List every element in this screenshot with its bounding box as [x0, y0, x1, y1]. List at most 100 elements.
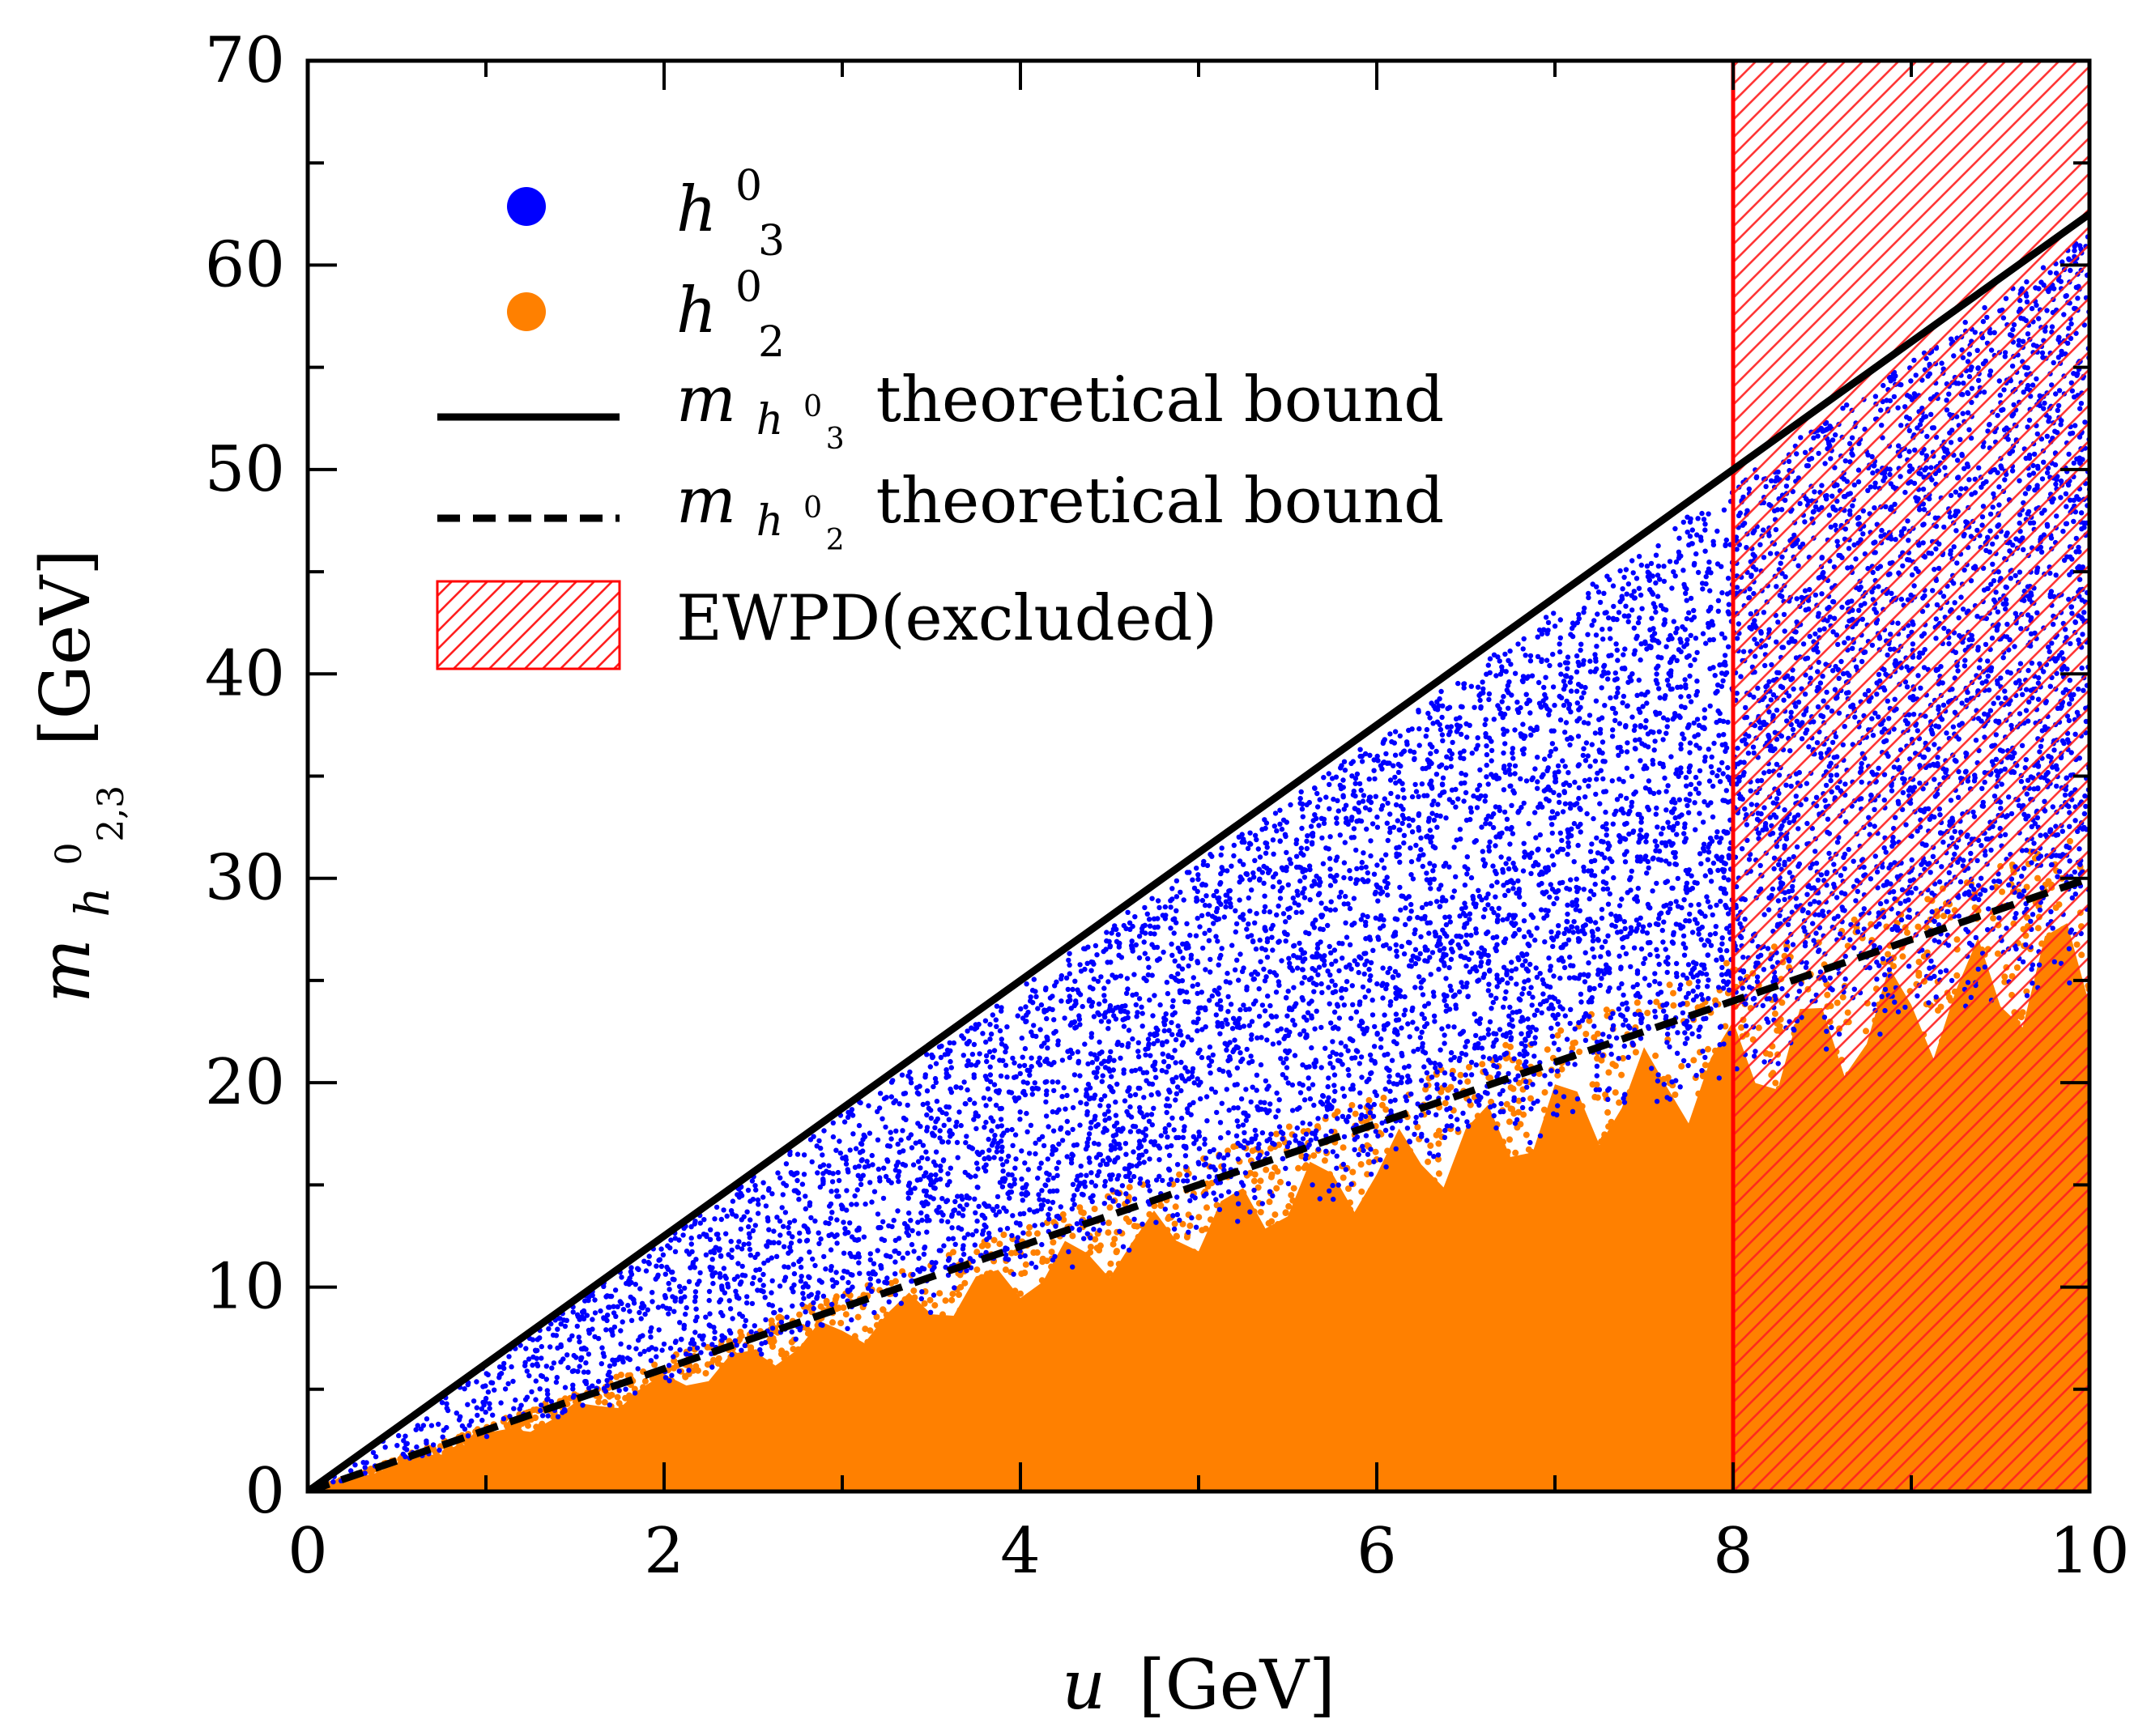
h3-point	[1199, 989, 1205, 995]
h3-point	[1070, 1126, 1076, 1133]
h3-point	[548, 1398, 555, 1405]
h3-point	[1392, 774, 1398, 781]
h3-point	[1270, 1041, 1276, 1047]
h3-point	[1587, 658, 1593, 664]
h3-point	[1178, 889, 1183, 896]
h3-point	[1412, 960, 1419, 967]
h2-point	[715, 1355, 722, 1362]
h3-point	[1113, 1113, 1119, 1118]
h3-point	[990, 1054, 996, 1060]
h3-point	[1118, 973, 1124, 979]
h3-point	[1448, 764, 1455, 769]
h2-point	[1347, 1206, 1354, 1213]
h3-point	[1240, 1122, 1246, 1128]
h3-point	[1700, 631, 1706, 636]
h2-point	[1176, 1171, 1183, 1178]
h3-point	[1600, 839, 1606, 845]
h3-point	[1111, 1057, 1117, 1063]
h3-point	[1464, 1119, 1470, 1125]
h2-point	[767, 1335, 774, 1342]
h3-point	[373, 1453, 379, 1460]
h3-point	[786, 1230, 792, 1236]
h3-point	[1366, 1076, 1372, 1083]
h2-point	[1314, 1123, 1321, 1130]
h3-point	[571, 1368, 577, 1374]
h3-point	[1055, 1042, 1061, 1048]
h3-point	[1395, 1072, 1401, 1078]
h3-point	[852, 1254, 858, 1260]
h2-point	[1378, 1101, 1386, 1108]
h3-point	[454, 1410, 459, 1416]
h3-point	[1280, 1136, 1285, 1142]
h3-point	[818, 1236, 824, 1242]
h3-point	[1012, 1165, 1018, 1171]
h2-point	[1105, 1219, 1112, 1227]
h2-point	[1252, 1235, 1259, 1242]
h2-point	[1415, 1190, 1422, 1198]
h3-point	[1574, 718, 1580, 724]
h3-point	[846, 1279, 851, 1286]
h2-point	[1609, 1061, 1616, 1068]
h2-point	[811, 1347, 819, 1353]
h2-point	[1524, 1154, 1531, 1160]
h3-point	[1691, 720, 1697, 726]
h3-point	[1359, 859, 1365, 866]
h3-point	[1536, 679, 1542, 686]
h2-point	[1700, 1097, 1707, 1104]
h3-point	[1165, 1063, 1172, 1070]
h3-point	[511, 1406, 517, 1411]
h3-point	[1369, 998, 1375, 1003]
h3-point	[1592, 730, 1599, 736]
h3-point	[1133, 1002, 1139, 1008]
h3-point	[1191, 975, 1197, 981]
h3-point	[1210, 1052, 1216, 1058]
h3-point	[661, 1341, 667, 1347]
h3-point	[752, 1183, 758, 1189]
h2-point	[973, 1266, 981, 1274]
h3-point	[692, 1299, 698, 1304]
h2-point	[1690, 1057, 1697, 1064]
h2-point	[1250, 1208, 1258, 1215]
h3-point	[1433, 1112, 1439, 1118]
h3-point	[1385, 892, 1391, 898]
h3-point	[1453, 874, 1459, 880]
h3-point	[1554, 811, 1561, 817]
h3-point	[1485, 902, 1491, 908]
h3-point	[1122, 1098, 1128, 1104]
h2-point	[1139, 1232, 1146, 1240]
h2-point	[1150, 1258, 1157, 1266]
h3-point	[841, 1119, 848, 1125]
h3-point	[774, 1215, 780, 1220]
h3-point	[403, 1433, 408, 1439]
h2-point	[842, 1311, 850, 1318]
h2-point	[823, 1297, 830, 1304]
h3-point	[1347, 1107, 1353, 1113]
h2-point	[996, 1240, 1003, 1248]
h3-point	[1209, 993, 1216, 999]
h2-point	[1395, 1152, 1403, 1159]
h3-point	[1531, 1012, 1538, 1018]
h3-point	[1533, 1027, 1540, 1032]
h3-point	[692, 1330, 698, 1335]
h2-point	[978, 1274, 986, 1281]
h3-point	[1424, 870, 1429, 876]
h2-point	[641, 1377, 649, 1385]
h3-point	[1459, 1050, 1465, 1057]
h2-point	[1646, 1070, 1653, 1078]
h2-point	[968, 1292, 974, 1300]
h2-point	[1486, 1138, 1493, 1146]
h3-point	[1395, 794, 1401, 800]
h2-point	[1683, 1000, 1690, 1007]
h3-point	[1448, 956, 1455, 963]
h3-point	[569, 1333, 575, 1339]
h3-point	[1293, 840, 1299, 847]
h2-point	[1497, 1164, 1504, 1171]
h2-point	[366, 1467, 373, 1474]
h3-point	[1187, 932, 1193, 938]
h3-point	[940, 1158, 947, 1164]
h3-point	[1264, 1151, 1270, 1156]
h2-point	[1048, 1249, 1055, 1256]
h3-point	[1371, 1101, 1378, 1108]
h2-point	[577, 1409, 585, 1416]
h3-point	[1132, 914, 1138, 920]
